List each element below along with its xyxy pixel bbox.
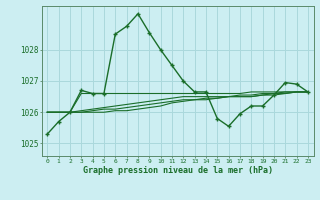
X-axis label: Graphe pression niveau de la mer (hPa): Graphe pression niveau de la mer (hPa) (83, 166, 273, 175)
